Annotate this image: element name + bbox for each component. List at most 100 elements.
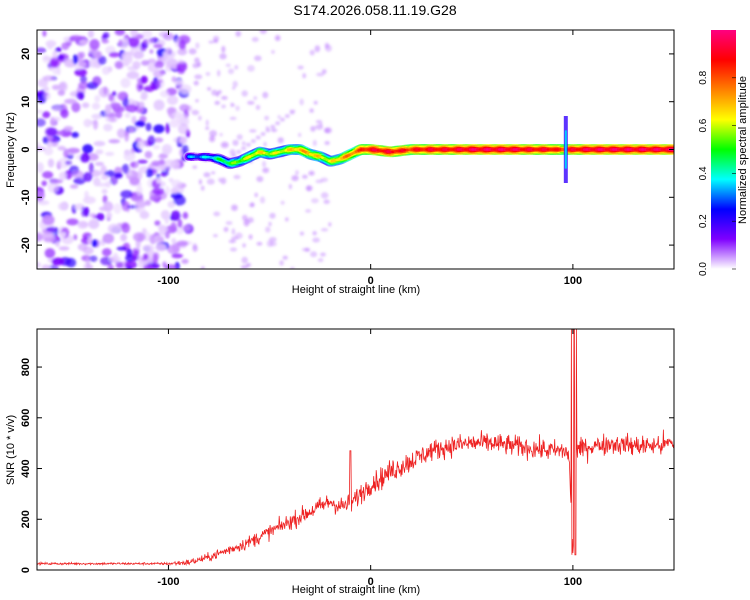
noise-blob bbox=[231, 228, 236, 235]
noise-blob bbox=[165, 122, 170, 134]
noise-blob bbox=[241, 90, 248, 97]
noise-blob bbox=[57, 157, 70, 169]
noise-blob bbox=[51, 105, 64, 112]
noise-blob bbox=[295, 170, 299, 176]
noise-blob bbox=[254, 55, 262, 62]
noise-blob bbox=[109, 176, 118, 186]
noise-blob bbox=[140, 91, 148, 101]
noise-blob bbox=[102, 233, 115, 244]
noise-blob bbox=[206, 178, 215, 185]
noise-blob bbox=[231, 204, 238, 211]
noise-blob bbox=[154, 60, 165, 69]
noise-blob bbox=[129, 104, 136, 110]
noise-blob bbox=[320, 252, 326, 257]
y-tick-label: 200 bbox=[20, 510, 32, 528]
noise-blob bbox=[320, 228, 329, 232]
noise-blob bbox=[181, 144, 189, 156]
noise-blobs bbox=[37, 30, 332, 269]
noise-blob bbox=[136, 141, 145, 149]
noise-blob bbox=[92, 119, 99, 130]
noise-blob bbox=[152, 187, 165, 195]
noise-blob bbox=[37, 261, 41, 268]
noise-blob bbox=[209, 130, 218, 137]
noise-blob bbox=[98, 86, 110, 98]
noise-blob bbox=[117, 106, 125, 113]
spectrogram-x-label: Height of straight line (km) bbox=[292, 284, 420, 296]
noise-blob bbox=[170, 210, 181, 221]
noise-blob bbox=[282, 255, 288, 260]
noise-blob bbox=[271, 49, 275, 54]
noise-blob bbox=[125, 254, 135, 263]
noise-blob bbox=[166, 58, 179, 69]
noise-blob bbox=[112, 252, 119, 262]
x-tick-label: 100 bbox=[564, 275, 582, 287]
noise-blob bbox=[74, 68, 87, 77]
noise-blob bbox=[185, 105, 193, 112]
noise-blob bbox=[313, 101, 318, 105]
noise-blob bbox=[123, 54, 133, 65]
noise-blob bbox=[135, 200, 147, 209]
noise-blob bbox=[102, 32, 110, 39]
noise-blob bbox=[134, 120, 146, 128]
noise-blob bbox=[160, 172, 167, 177]
noise-blob bbox=[277, 137, 284, 144]
noise-blob bbox=[87, 153, 99, 161]
noise-blob bbox=[58, 171, 67, 181]
noise-blob bbox=[81, 206, 86, 218]
noise-blob bbox=[324, 44, 332, 52]
noise-blob bbox=[309, 108, 314, 113]
noise-blob bbox=[43, 147, 54, 156]
noise-blob bbox=[80, 75, 87, 84]
noise-blob bbox=[176, 63, 185, 70]
noise-blob bbox=[51, 257, 65, 266]
noise-blob bbox=[149, 49, 154, 54]
noise-blob bbox=[67, 147, 80, 154]
noise-blob bbox=[84, 190, 89, 200]
noise-blob bbox=[195, 42, 200, 49]
noise-blob bbox=[94, 94, 101, 103]
noise-blob bbox=[104, 170, 116, 178]
noise-blob bbox=[277, 115, 281, 119]
noise-blob bbox=[153, 43, 163, 49]
noise-blob bbox=[262, 91, 269, 99]
y-tick-label: 600 bbox=[20, 409, 32, 427]
x-tick-label: 0 bbox=[368, 576, 374, 588]
y-tick-label: 800 bbox=[20, 358, 32, 376]
noise-blob bbox=[152, 253, 159, 265]
noise-blob bbox=[120, 77, 131, 89]
noise-blob bbox=[42, 111, 51, 119]
noise-blob bbox=[71, 102, 81, 113]
noise-blob bbox=[107, 223, 121, 234]
noise-blob bbox=[232, 86, 236, 90]
noise-blob bbox=[147, 58, 156, 64]
noise-blob bbox=[265, 128, 271, 133]
noise-blob bbox=[57, 145, 66, 151]
noise-blob bbox=[129, 127, 135, 133]
noise-blob bbox=[41, 180, 48, 187]
noise-blob bbox=[164, 216, 170, 225]
noise-blob bbox=[65, 160, 73, 166]
noise-blob bbox=[270, 124, 276, 129]
noise-blob bbox=[241, 141, 246, 146]
noise-blob bbox=[171, 76, 177, 83]
noise-blob bbox=[85, 256, 91, 267]
noise-blob bbox=[47, 158, 55, 168]
noise-blob bbox=[181, 224, 190, 231]
noise-blob bbox=[101, 39, 109, 44]
noise-blob bbox=[130, 30, 138, 38]
chart-title: S174.2026.058.11.19.G28 bbox=[293, 2, 456, 18]
noise-blob bbox=[89, 39, 100, 50]
noise-blob bbox=[42, 30, 47, 37]
noise-blob bbox=[122, 163, 130, 175]
noise-blob bbox=[248, 234, 253, 240]
noise-blob bbox=[175, 227, 184, 235]
snr-background bbox=[37, 329, 674, 570]
noise-blob bbox=[113, 203, 122, 214]
noise-blob bbox=[227, 68, 235, 75]
noise-blob bbox=[170, 192, 183, 199]
y-tick-label: 20 bbox=[20, 48, 32, 60]
noise-blob bbox=[153, 124, 165, 134]
noise-blob bbox=[191, 109, 200, 116]
noise-blob bbox=[116, 91, 127, 101]
noise-blob bbox=[37, 233, 43, 242]
